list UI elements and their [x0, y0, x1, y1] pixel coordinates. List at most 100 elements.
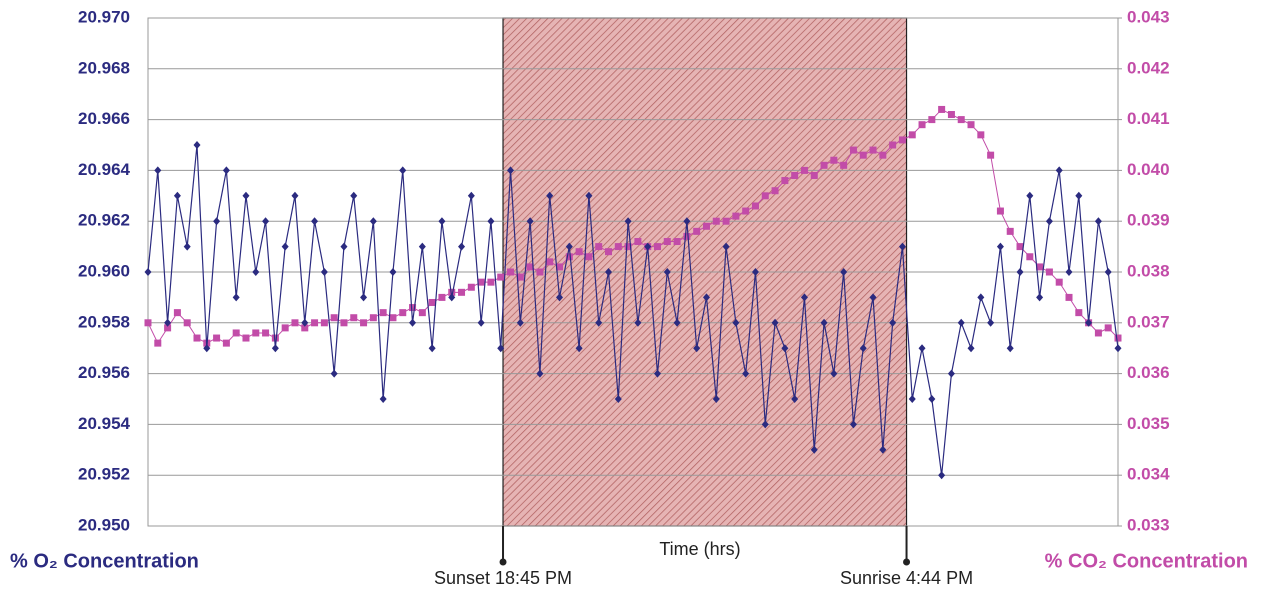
o2-point	[1006, 344, 1014, 353]
o2-point	[810, 445, 818, 454]
co2-point	[781, 177, 789, 185]
co2-point	[487, 278, 495, 286]
co2-point	[458, 288, 466, 296]
co2-point	[683, 232, 691, 240]
y-tick-label: 20.950	[78, 515, 130, 534]
co2-point	[830, 156, 838, 164]
o2-point	[742, 369, 750, 378]
co2-point	[183, 319, 191, 327]
co2-point	[271, 334, 279, 342]
o2-point	[222, 166, 230, 175]
o2-point	[320, 268, 328, 276]
y2-tick-label: 0.036	[1127, 363, 1170, 382]
o2-point	[262, 217, 270, 226]
co2-point	[1104, 324, 1112, 332]
annotation-dot	[499, 558, 507, 566]
co2-point	[428, 298, 436, 306]
o2-point	[751, 268, 759, 276]
y-tick-label: 20.954	[78, 414, 131, 433]
annotation-label: Sunset 18:45 PM	[434, 568, 572, 588]
co2-point	[330, 314, 338, 322]
co2-point	[556, 263, 564, 271]
co2-point	[1094, 329, 1102, 337]
o2-point	[830, 369, 838, 378]
o2-point	[693, 344, 701, 353]
co2-point	[840, 161, 848, 169]
o2-point	[173, 191, 181, 200]
co2-point	[918, 121, 926, 129]
o2-point	[967, 344, 975, 353]
o2-point	[634, 318, 642, 327]
o2-point	[369, 217, 377, 226]
co2-point	[869, 146, 877, 154]
co2-point	[1045, 268, 1053, 276]
o2-point	[800, 293, 808, 302]
o2-point	[996, 242, 1004, 251]
co2-point	[242, 334, 250, 342]
o2-point	[556, 293, 564, 302]
co2-point	[908, 131, 916, 139]
co2-point	[761, 192, 769, 200]
o2-point	[467, 191, 475, 200]
y2-tick-label: 0.043	[1127, 7, 1170, 26]
co2-point	[957, 116, 965, 124]
o2-point	[271, 344, 279, 353]
y-tick-label: 20.966	[78, 109, 130, 128]
x-axis-title: Time (hrs)	[659, 539, 740, 559]
co2-point	[193, 334, 201, 342]
co2-point	[859, 151, 867, 159]
y2-tick-label: 0.034	[1127, 465, 1170, 484]
co2-point	[497, 273, 505, 281]
o2-point	[1104, 268, 1112, 276]
o2-point	[242, 191, 250, 200]
o2-point	[144, 268, 152, 276]
o2-point	[712, 395, 720, 403]
o2-point	[399, 166, 407, 175]
o2-point	[840, 268, 848, 276]
o2-point	[409, 318, 417, 327]
co2-point	[291, 319, 299, 327]
co2-point	[507, 268, 515, 276]
co2-point	[164, 324, 172, 332]
o2-point	[898, 242, 906, 251]
o2-point	[203, 344, 211, 353]
o2-point	[1094, 217, 1102, 226]
o2-point	[252, 268, 260, 276]
co2-point	[663, 238, 671, 246]
y2-axis-title: % CO₂ Concentration	[1045, 550, 1248, 572]
co2-point	[624, 243, 632, 251]
co2-point	[1016, 243, 1024, 251]
o2-point	[213, 217, 221, 226]
o2-point	[1075, 191, 1083, 200]
y2-tick-label: 0.040	[1127, 160, 1170, 179]
o2-point	[987, 318, 995, 327]
o2-point	[448, 293, 456, 302]
co2-point	[350, 314, 358, 322]
o2-point	[585, 191, 593, 200]
co2-point	[810, 171, 818, 179]
series-line	[147, 108, 1119, 345]
y2-tick-label: 0.039	[1127, 211, 1170, 230]
o2-point	[761, 420, 769, 429]
co2-point	[977, 131, 985, 139]
o2-point	[673, 318, 681, 327]
co2-point	[800, 166, 808, 174]
o2-point	[928, 395, 936, 403]
co2-point	[565, 253, 573, 261]
o2-point	[565, 242, 573, 251]
y2-tick-label: 0.038	[1127, 261, 1170, 280]
co2-point	[1036, 263, 1044, 271]
o2-point	[546, 191, 554, 200]
o2-point	[379, 395, 387, 403]
co2-point	[1075, 309, 1083, 317]
o2-point	[507, 166, 515, 175]
o2-point	[360, 293, 368, 302]
co2-point	[595, 243, 603, 251]
co2-point	[967, 121, 975, 129]
co2-point	[634, 238, 642, 246]
o2-point	[781, 344, 789, 353]
co2-point	[389, 314, 397, 322]
co2-point	[879, 151, 887, 159]
o2-point	[653, 369, 661, 378]
